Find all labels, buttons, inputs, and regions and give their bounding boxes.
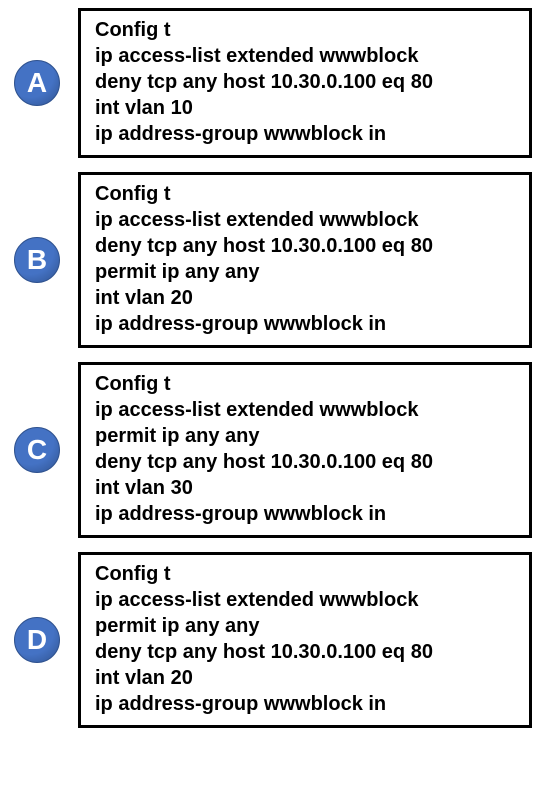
- config-line: permit ip any any: [95, 259, 515, 285]
- config-box-c: Config t ip access-list extended wwwbloc…: [78, 362, 532, 538]
- config-line: int vlan 20: [95, 665, 515, 691]
- config-line: ip address-group wwwblock in: [95, 311, 515, 337]
- config-line: int vlan 30: [95, 475, 515, 501]
- config-line: ip access-list extended wwwblock: [95, 43, 515, 69]
- config-line: deny tcp any host 10.30.0.100 eq 80: [95, 639, 515, 665]
- config-line: permit ip any any: [95, 423, 515, 449]
- config-line: int vlan 20: [95, 285, 515, 311]
- badge-a-letter: A: [27, 67, 47, 99]
- config-line: ip address-group wwwblock in: [95, 691, 515, 717]
- option-a: A Config t ip access-list extended wwwbl…: [10, 8, 532, 158]
- config-line: Config t: [95, 561, 515, 587]
- config-line: Config t: [95, 371, 515, 397]
- badge-d-letter: D: [27, 624, 47, 656]
- badge-b-letter: B: [27, 244, 47, 276]
- badge-b: B: [14, 237, 60, 283]
- config-line: ip address-group wwwblock in: [95, 501, 515, 527]
- config-box-d: Config t ip access-list extended wwwbloc…: [78, 552, 532, 728]
- config-line: ip access-list extended wwwblock: [95, 587, 515, 613]
- config-line: Config t: [95, 181, 515, 207]
- badge-c: C: [14, 427, 60, 473]
- option-c: C Config t ip access-list extended wwwbl…: [10, 362, 532, 538]
- option-b: B Config t ip access-list extended wwwbl…: [10, 172, 532, 348]
- badge-c-letter: C: [27, 434, 47, 466]
- config-line: ip access-list extended wwwblock: [95, 397, 515, 423]
- config-line: permit ip any any: [95, 613, 515, 639]
- config-line: deny tcp any host 10.30.0.100 eq 80: [95, 69, 515, 95]
- config-line: ip access-list extended wwwblock: [95, 207, 515, 233]
- config-box-a: Config t ip access-list extended wwwbloc…: [78, 8, 532, 158]
- config-line: Config t: [95, 17, 515, 43]
- config-box-b: Config t ip access-list extended wwwbloc…: [78, 172, 532, 348]
- config-line: deny tcp any host 10.30.0.100 eq 80: [95, 449, 515, 475]
- config-line: ip address-group wwwblock in: [95, 121, 515, 147]
- badge-d: D: [14, 617, 60, 663]
- badge-a: A: [14, 60, 60, 106]
- config-line: deny tcp any host 10.30.0.100 eq 80: [95, 233, 515, 259]
- config-line: int vlan 10: [95, 95, 515, 121]
- option-d: D Config t ip access-list extended wwwbl…: [10, 552, 532, 728]
